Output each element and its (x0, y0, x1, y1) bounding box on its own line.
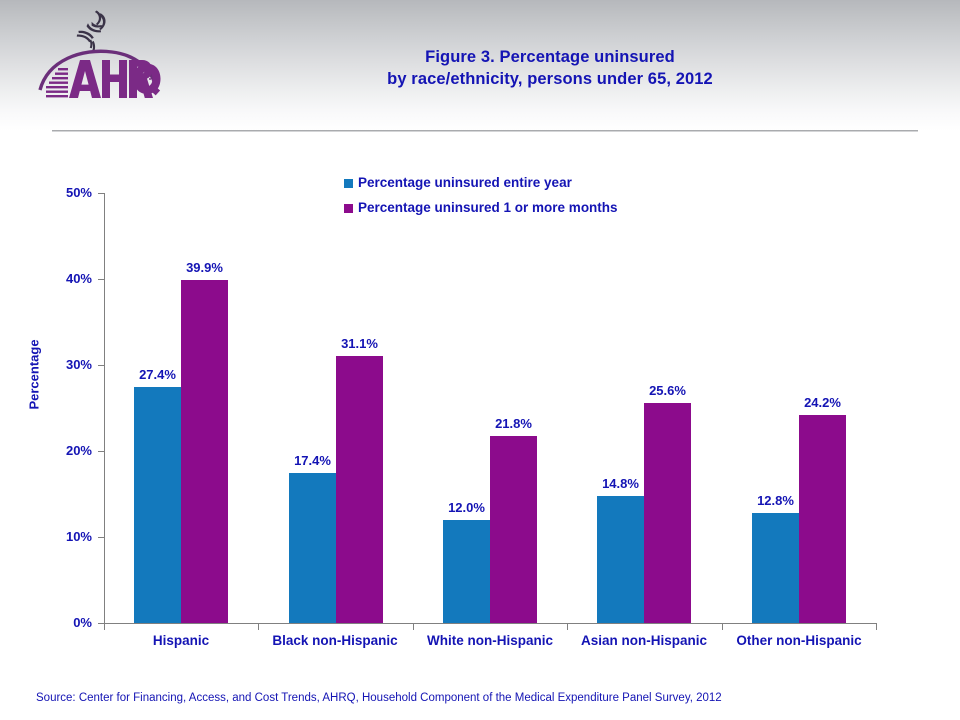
legend-swatch-icon (344, 178, 353, 188)
x-axis-line (104, 623, 876, 624)
bar-entire-year[interactable] (134, 387, 181, 623)
bar-value-label: 12.0% (448, 500, 485, 515)
y-axis-title: Percentage (26, 339, 42, 410)
legend-item-label: Percentage uninsured entire year (358, 175, 572, 190)
y-axis-tick-label-text: 0% (73, 615, 92, 630)
bar-value-label: 12.8% (757, 493, 794, 508)
y-axis-tick-label: 50% (26, 186, 92, 200)
x-axis-category-label: Black non-Hispanic (272, 633, 398, 648)
y-axis-tick-label: 40% (26, 272, 92, 286)
page-title-line1: Figure 3. Percentage uninsured (425, 48, 675, 66)
y-axis-line (104, 193, 105, 624)
x-axis-tick (413, 623, 414, 630)
y-axis-tick (98, 451, 105, 452)
x-axis-tick (104, 623, 105, 630)
bar-value-label: 27.4% (139, 367, 176, 382)
legend-item-label: Percentage uninsured 1 or more months (358, 200, 618, 215)
bar-value-label: 25.6% (649, 383, 686, 398)
y-axis-tick-label-text: 30% (65, 357, 92, 372)
page-title-line2: by race/ethnicity, persons under 65, 201… (387, 70, 713, 88)
bar-value-label: 31.1% (341, 336, 378, 351)
ahrq-logo (38, 8, 164, 104)
header-divider (52, 130, 918, 132)
y-axis-tick (98, 279, 105, 280)
legend-item[interactable]: Percentage uninsured entire year (344, 175, 618, 191)
legend-item[interactable]: Percentage uninsured 1 or more months (344, 200, 618, 216)
chart-plot-area: Percentage 0% 10% 20% 30% 40% 50% 27.4% 39.9% 1… (0, 131, 960, 676)
bar-one-or-more-months[interactable] (181, 280, 228, 623)
bar-value-label: 21.8% (495, 416, 532, 431)
bar-value-label: 17.4% (294, 453, 331, 468)
y-axis-tick (98, 365, 105, 366)
page-title: Figure 3. Percentage uninsured by race/e… (180, 46, 920, 90)
x-axis-tick (876, 623, 877, 630)
bar-entire-year[interactable] (289, 473, 336, 623)
x-axis-tick (567, 623, 568, 630)
ahrq-wordmark (38, 49, 161, 98)
x-axis-category-label: Asian non-Hispanic (580, 633, 707, 648)
y-axis-tick-label-text: 10% (65, 529, 92, 544)
bar-value-label: 24.2% (804, 395, 841, 410)
source-note: Source: Center for Financing, Access, an… (36, 692, 722, 704)
page-header: Figure 3. Percentage uninsured by race/e… (0, 0, 960, 132)
bar-one-or-more-months[interactable] (799, 415, 846, 623)
y-axis-tick-label: 30% (26, 358, 92, 372)
bar-value-label: 39.9% (186, 260, 223, 275)
y-axis-tick (98, 193, 105, 194)
x-axis-category-label: Other non-Hispanic (736, 633, 862, 648)
x-axis-category-label: Hispanic (152, 633, 210, 648)
x-axis-category-label: White non-Hispanic (427, 633, 553, 648)
bar-one-or-more-months[interactable] (644, 403, 691, 623)
bar-entire-year[interactable] (597, 496, 644, 623)
bar-entire-year[interactable] (752, 513, 799, 623)
y-axis-tick-label: 0% (26, 616, 92, 630)
y-axis-tick-label-text: 40% (65, 271, 92, 286)
bar-one-or-more-months[interactable] (336, 356, 383, 623)
chart-legend: Percentage uninsured entire year Percenta… (344, 175, 618, 225)
y-axis-tick-label: 20% (26, 444, 92, 458)
y-axis-tick-label-text: 20% (65, 443, 92, 458)
legend-swatch-icon (344, 203, 353, 213)
y-axis-tick-label: 10% (26, 530, 92, 544)
y-axis-tick-label-text: 50% (65, 185, 92, 200)
bar-entire-year[interactable] (443, 520, 490, 623)
y-axis-tick (98, 623, 105, 624)
y-axis-tick (98, 537, 105, 538)
bar-value-label: 14.8% (602, 476, 639, 491)
bar-one-or-more-months[interactable] (490, 436, 537, 623)
x-axis-tick (722, 623, 723, 630)
hhs-eagle-icon (76, 10, 106, 52)
x-axis-tick (258, 623, 259, 630)
